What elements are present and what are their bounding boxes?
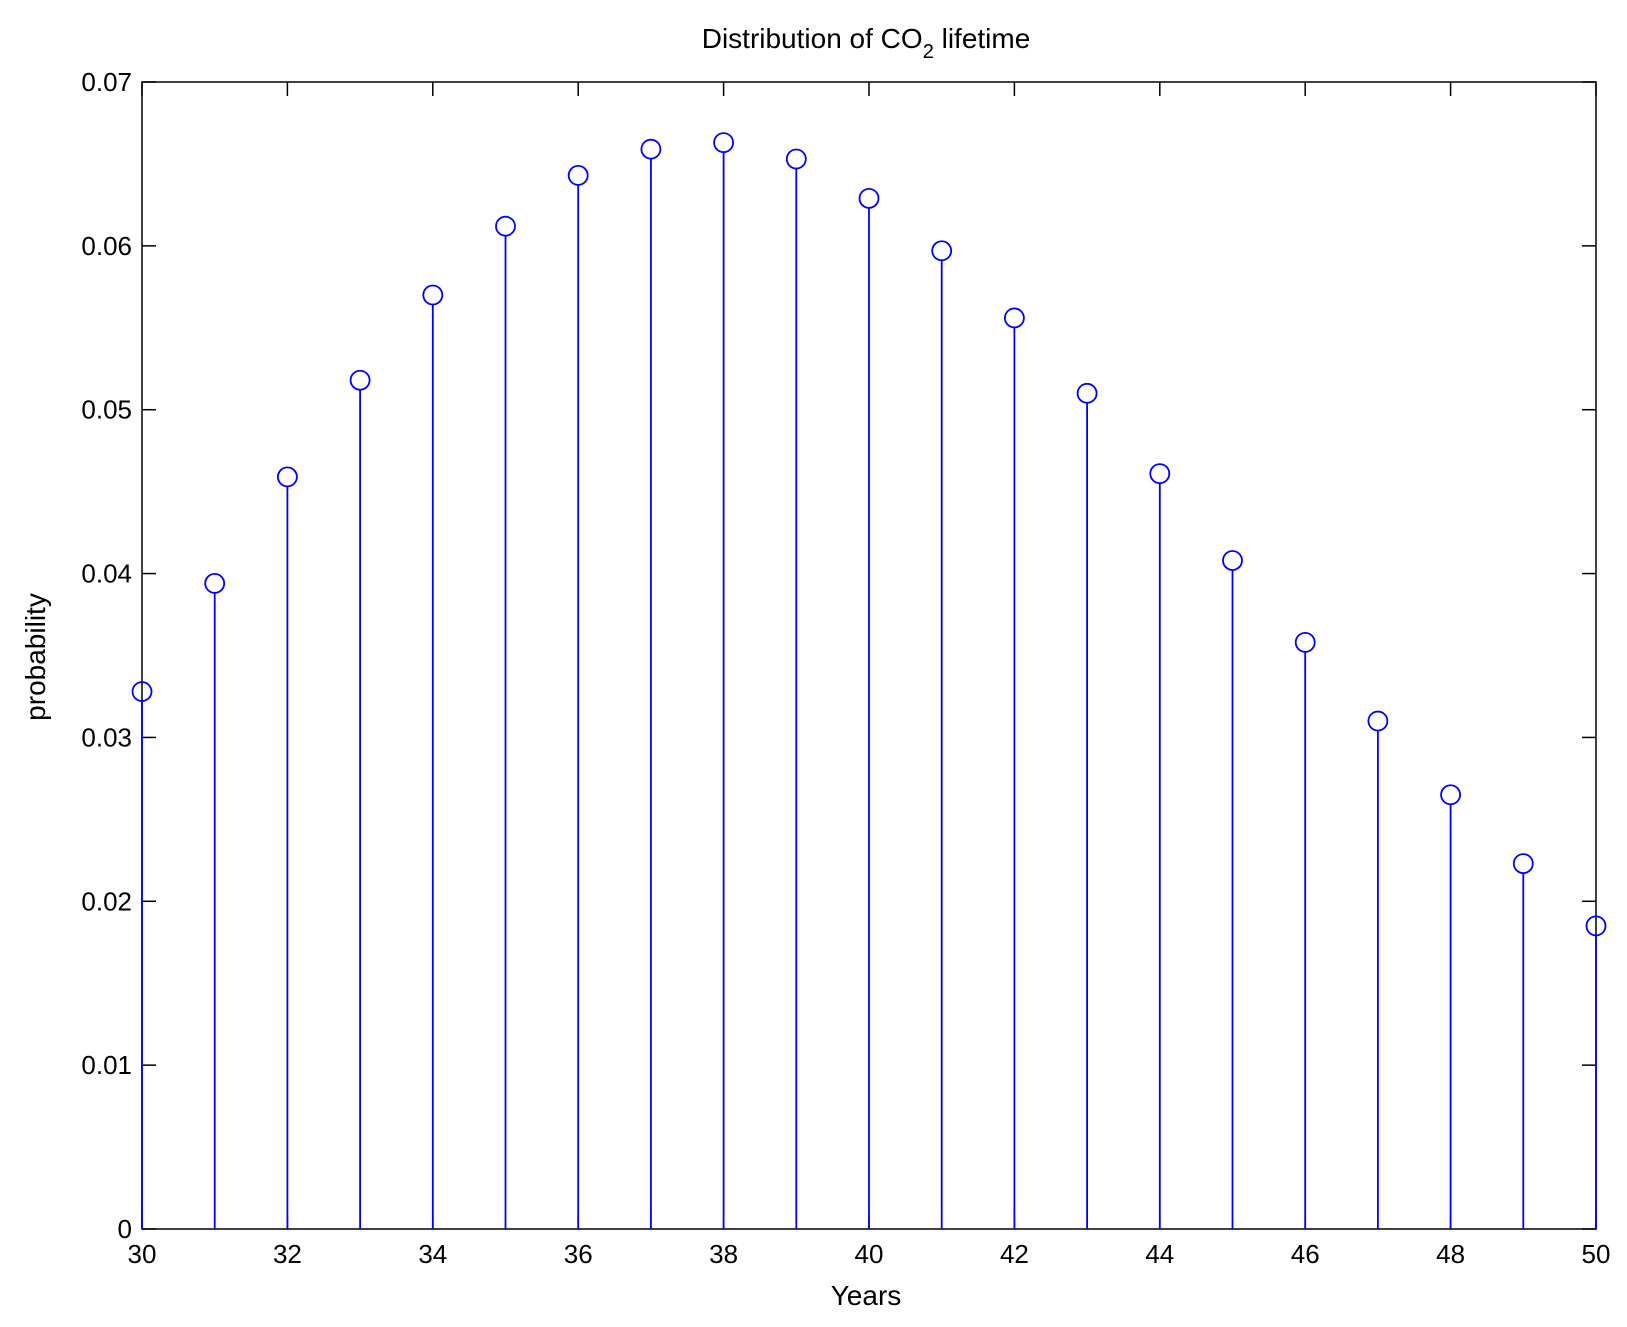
chart-title: Distribution of CO2 lifetime — [702, 23, 1031, 63]
y-tick-label: 0.02 — [81, 886, 132, 916]
y-tick-label: 0.01 — [81, 1050, 132, 1080]
stem-marker — [276, 466, 298, 488]
stem-marker — [1585, 915, 1607, 937]
stem-marker — [1367, 710, 1389, 732]
stem-marker — [349, 369, 371, 391]
x-tick-label: 46 — [1291, 1239, 1320, 1269]
y-tick-label: 0.07 — [81, 67, 132, 97]
y-tick-label: 0.03 — [81, 722, 132, 752]
x-tick-label: 40 — [855, 1239, 884, 1269]
y-tick-label: 0.04 — [81, 559, 132, 589]
x-tick-label: 44 — [1145, 1239, 1174, 1269]
stem-marker — [931, 240, 953, 262]
y-tick-label: 0 — [118, 1214, 132, 1244]
stem-marker — [640, 138, 662, 160]
stem-marker — [858, 187, 880, 209]
x-axis-label: Years — [831, 1280, 902, 1311]
x-tick-label: 38 — [709, 1239, 738, 1269]
x-tick-label: 36 — [564, 1239, 593, 1269]
stem-marker — [1149, 463, 1171, 485]
x-tick-label: 42 — [1000, 1239, 1029, 1269]
x-tick-label: 30 — [128, 1239, 157, 1269]
stem-marker — [204, 573, 226, 594]
x-tick-label: 48 — [1436, 1239, 1465, 1269]
x-tick-label: 34 — [418, 1239, 447, 1269]
stem-marker — [713, 132, 734, 154]
plot-area: 30 32 34 36 38 40 42 44 46 48 50 0 0.01 0.02 0.03 0.04 0… — [81, 67, 1610, 1269]
stem-marker — [1294, 631, 1316, 653]
stem-marker — [495, 215, 516, 237]
stem-marker — [1440, 784, 1461, 806]
y-tick-label: 0.06 — [81, 231, 132, 261]
stem-marker — [1512, 853, 1534, 874]
y-tick-label: 0.05 — [81, 395, 132, 425]
chart-title-suffix: lifetime — [934, 23, 1030, 54]
x-tick-label: 50 — [1582, 1239, 1611, 1269]
stem-marker — [131, 681, 153, 702]
x-tick-label: 32 — [273, 1239, 302, 1269]
chart-title-subscript: 2 — [923, 41, 934, 63]
stem-marker — [1004, 307, 1025, 329]
chart-title-main: Distribution of CO — [702, 23, 923, 54]
stem-marker — [1222, 550, 1243, 571]
stem-marker — [785, 148, 807, 170]
stem-marker — [1076, 382, 1098, 404]
y-axis-label: probability — [20, 593, 51, 721]
stem-marker — [567, 164, 589, 186]
stem-marker — [422, 284, 444, 306]
